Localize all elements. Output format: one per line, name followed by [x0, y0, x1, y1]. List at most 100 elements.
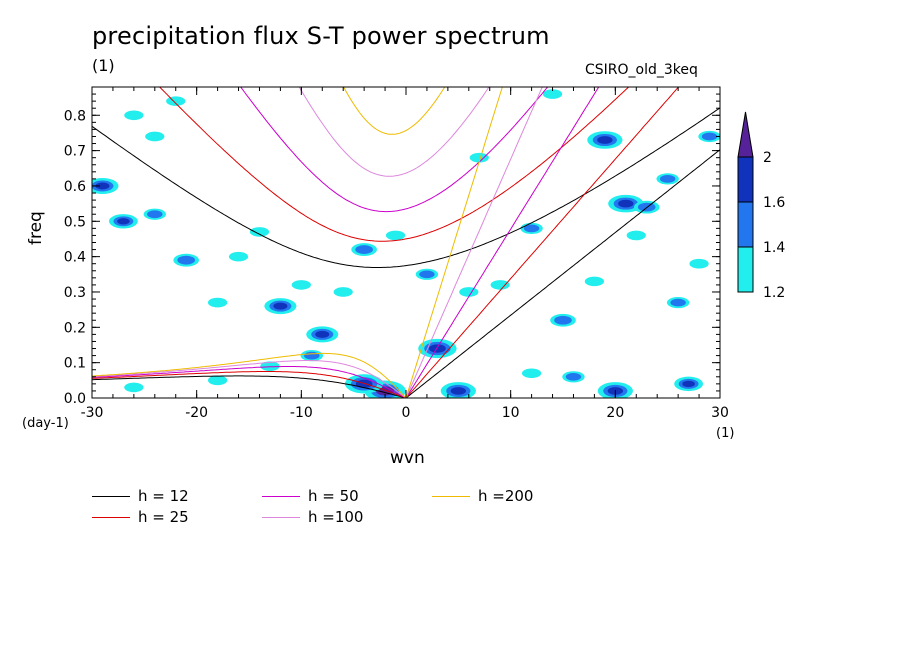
- contour-blob-peak: [95, 182, 110, 190]
- contour-blob-peak: [117, 218, 130, 225]
- plot-frame: [91, 86, 721, 399]
- contour-blob: [542, 89, 563, 99]
- legend-swatch: [262, 517, 300, 518]
- dispersion-curve: [405, 87, 543, 398]
- contour-blob: [522, 368, 542, 379]
- contour-blob-peak: [597, 136, 613, 144]
- contour-blob: [459, 287, 479, 297]
- contour-blob: [249, 227, 270, 237]
- dispersion-curve: [405, 87, 600, 398]
- dispersion-curve: [405, 87, 503, 398]
- model-label: CSIRO_old_3keq: [585, 62, 698, 78]
- colorbar-extend-arrow: [737, 111, 754, 158]
- contour-blob: [490, 280, 510, 290]
- contour-blob-core: [355, 245, 373, 254]
- legend-label: h =200: [478, 487, 534, 505]
- dispersion-curve: [92, 360, 407, 398]
- legend-label: h = 50: [308, 487, 359, 505]
- legend-swatch: [262, 496, 300, 497]
- legend-label: h =100: [308, 508, 364, 526]
- legend-swatch: [92, 496, 130, 497]
- legend-swatch: [432, 496, 470, 497]
- contour-blob-core: [304, 351, 320, 360]
- y-tick-label: 0.6: [64, 179, 86, 195]
- dispersion-curve: [158, 87, 630, 242]
- dispersion-curve: [240, 87, 549, 213]
- dispersion-curve: [343, 87, 446, 135]
- colorbar-label: 1.2: [763, 285, 785, 301]
- colorbar: 1.2 1.4 1.6 2: [737, 111, 785, 301]
- y-tick-label: 0.8: [64, 108, 86, 124]
- chart-title: precipitation flux S-T power spectrum: [92, 22, 550, 50]
- y-tick-label: 0.7: [64, 144, 86, 160]
- contour-blob: [689, 258, 709, 269]
- contour-blob: [228, 251, 249, 262]
- y-tick-label: 0.3: [64, 285, 86, 301]
- contour-blob-core: [177, 255, 195, 265]
- contour-blob: [291, 280, 311, 290]
- dispersion-curve: [92, 107, 720, 268]
- x-axis-label: wvn: [390, 448, 425, 468]
- contour-blob-peak: [315, 330, 330, 338]
- contour-blob-core: [554, 315, 572, 325]
- contour-blob: [469, 152, 489, 163]
- contour-blob: [626, 230, 646, 241]
- dispersion-curves-layer: [92, 87, 720, 398]
- x-tick-label: 20: [606, 405, 624, 421]
- x-unit-label: (1): [716, 426, 735, 441]
- axes-layer: -30 -20 -10 0 10 20 30 0.0 0.1 0.2 0.3 0.4 0.5 0.6 0.7…: [64, 87, 729, 421]
- contour-blob: [208, 297, 228, 308]
- x-tick-label: 30: [711, 405, 729, 421]
- contour-blob: [166, 96, 186, 106]
- colorbar-segment: [737, 156, 754, 203]
- x-tick-label: -30: [81, 405, 104, 421]
- dispersion-curve: [92, 371, 407, 398]
- contour-blob: [208, 375, 228, 386]
- colorbar-label: 1.6: [763, 195, 785, 211]
- contour-blob-core: [659, 175, 676, 183]
- contour-blob-peak: [273, 302, 288, 310]
- legend-label: h = 12: [138, 487, 189, 505]
- contour-blob: [333, 287, 353, 297]
- contour-blob-core: [523, 224, 540, 233]
- y-tick-label: 0.2: [64, 320, 86, 336]
- dispersion-curve: [92, 375, 407, 398]
- legend-swatch: [92, 517, 130, 518]
- contour-blob: [145, 131, 165, 142]
- contour-blob-peak: [618, 199, 634, 208]
- contour-blob-peak: [450, 387, 467, 395]
- contour-blob: [124, 110, 144, 121]
- contour-blob: [124, 382, 144, 393]
- legend-label: h = 25: [138, 508, 189, 526]
- dispersion-curve: [405, 149, 720, 398]
- chart-subtitle-left: (1): [92, 56, 115, 75]
- contour-blob-core: [670, 298, 686, 307]
- dispersion-curve: [298, 87, 490, 177]
- contour-fill-layer: [92, 89, 720, 398]
- y-tick-label: 0.4: [64, 250, 86, 266]
- contour-blob: [385, 230, 406, 241]
- contour-blob-core: [701, 132, 718, 141]
- colorbar-label: 2: [763, 150, 772, 166]
- contour-blob-peak: [682, 380, 695, 388]
- dispersion-curve: [92, 366, 407, 398]
- x-tick-label: -20: [185, 405, 208, 421]
- contour-blob: [584, 276, 605, 287]
- colorbar-segment: [737, 201, 754, 248]
- contour-blob: [260, 361, 280, 371]
- dispersion-curve: [405, 87, 680, 398]
- y-tick-label: 0.1: [64, 356, 86, 372]
- x-tick-label: 10: [502, 405, 520, 421]
- y-tick-label: 0.5: [64, 214, 86, 230]
- colorbar-label: 1.4: [763, 240, 785, 256]
- contour-blob-peak: [429, 344, 446, 353]
- colorbar-segment: [737, 246, 754, 293]
- y-tick-label: 0.0: [64, 391, 86, 407]
- dispersion-curve: [92, 352, 407, 398]
- y-unit-label: (day-1): [22, 416, 69, 431]
- contour-blob-core: [147, 210, 163, 219]
- contour-blob-core: [419, 270, 435, 279]
- x-tick-label: 0: [402, 405, 411, 421]
- contour-blob-core: [565, 372, 582, 381]
